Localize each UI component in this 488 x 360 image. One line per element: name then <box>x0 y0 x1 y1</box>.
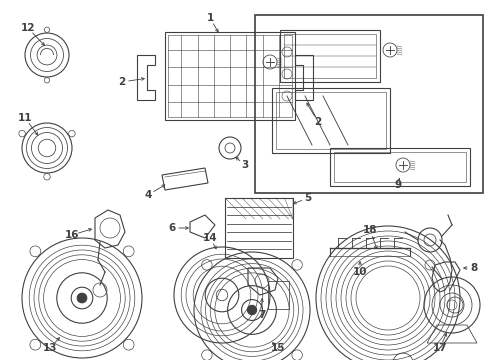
Text: 16: 16 <box>64 230 79 240</box>
Text: 2: 2 <box>314 117 321 127</box>
Text: 2: 2 <box>118 77 125 87</box>
Bar <box>329 148 469 186</box>
Text: 6: 6 <box>168 223 175 233</box>
Text: 11: 11 <box>18 113 32 123</box>
Text: 1: 1 <box>206 13 213 23</box>
Text: 10: 10 <box>352 267 366 277</box>
Text: 13: 13 <box>42 343 57 353</box>
Text: 8: 8 <box>469 263 477 273</box>
Bar <box>254 15 482 193</box>
Text: 15: 15 <box>270 343 285 353</box>
Circle shape <box>77 293 87 303</box>
Bar <box>224 198 292 258</box>
Bar <box>333 152 465 182</box>
Text: 14: 14 <box>202 233 217 243</box>
Text: 12: 12 <box>20 23 35 33</box>
Bar <box>271 88 389 153</box>
Text: 17: 17 <box>432 343 447 353</box>
Text: 7: 7 <box>258 310 265 320</box>
Text: 5: 5 <box>304 193 311 203</box>
Bar <box>284 34 375 78</box>
Bar <box>164 32 294 120</box>
Bar <box>168 35 291 117</box>
Text: 3: 3 <box>241 160 248 170</box>
Bar <box>280 30 379 82</box>
Circle shape <box>247 305 256 315</box>
Text: 18: 18 <box>362 225 376 235</box>
Bar <box>275 92 385 149</box>
Text: 4: 4 <box>144 190 151 200</box>
Text: 9: 9 <box>394 180 401 190</box>
